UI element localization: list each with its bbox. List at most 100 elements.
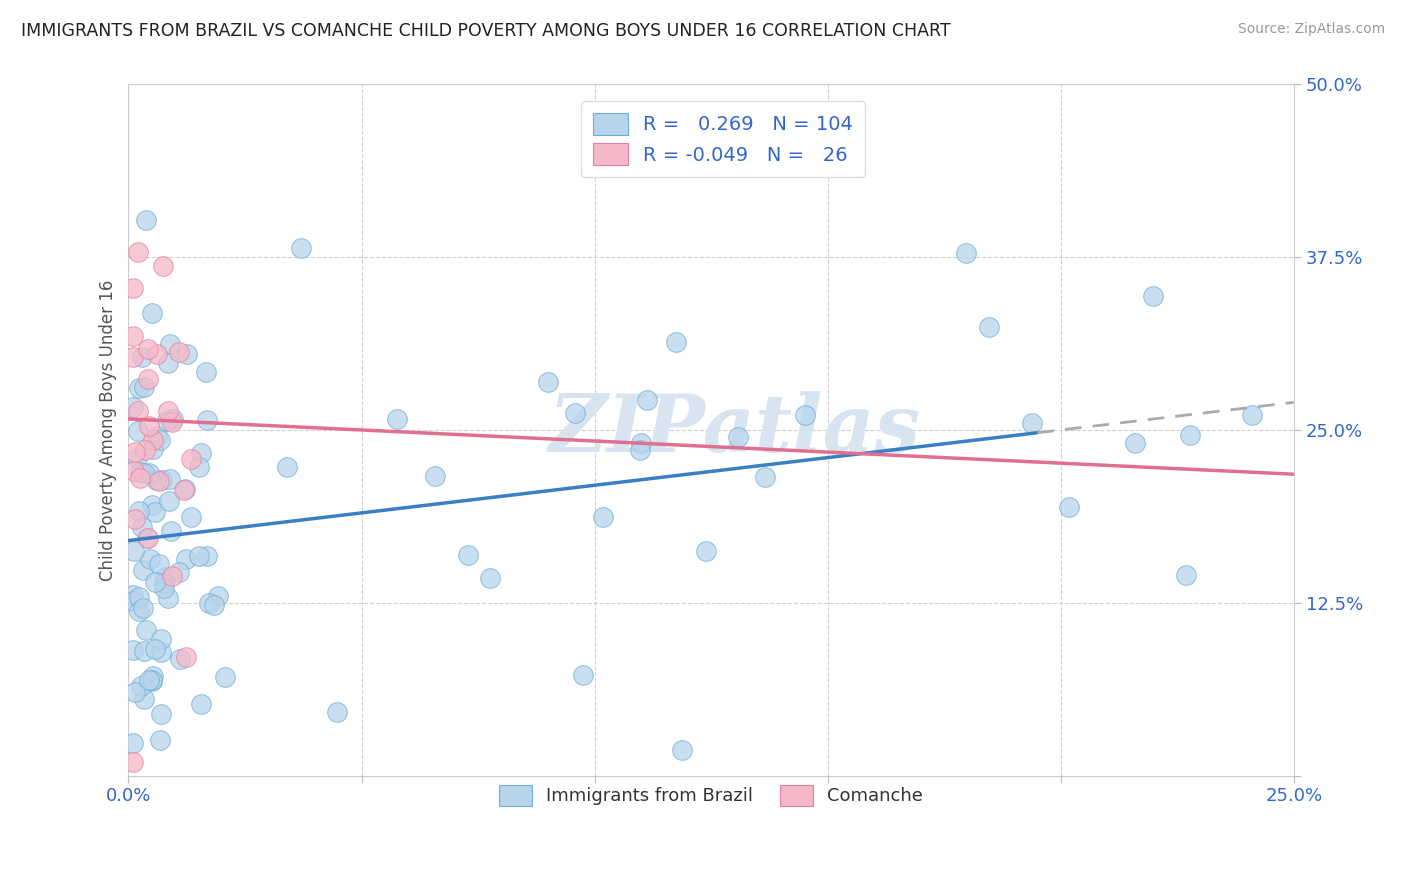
Point <box>754 470 776 484</box>
Point <box>124 511 146 525</box>
Point <box>146 347 169 361</box>
Point <box>190 446 212 460</box>
Point <box>122 464 145 478</box>
Point <box>195 412 218 426</box>
Point <box>1142 289 1164 303</box>
Point <box>695 543 717 558</box>
Point <box>134 644 156 658</box>
Point <box>326 705 349 719</box>
Point <box>122 755 145 769</box>
Point <box>141 499 163 513</box>
Point <box>127 424 149 438</box>
Point <box>122 643 145 657</box>
Point <box>124 685 146 699</box>
Point <box>190 697 212 711</box>
Point <box>176 347 198 361</box>
Point <box>180 510 202 524</box>
Point <box>132 380 155 394</box>
Point <box>143 641 166 656</box>
Point <box>157 493 180 508</box>
Point <box>194 365 217 379</box>
Y-axis label: Child Poverty Among Boys Under 16: Child Poverty Among Boys Under 16 <box>100 279 117 581</box>
Point <box>628 442 651 457</box>
Point <box>138 466 160 480</box>
Point <box>128 465 150 479</box>
Point <box>127 245 149 260</box>
Point <box>153 570 176 584</box>
Point <box>131 351 153 365</box>
Point <box>977 319 1000 334</box>
Point <box>195 549 218 564</box>
Point <box>665 334 688 349</box>
Point <box>136 342 159 356</box>
Point <box>157 356 180 370</box>
Point <box>149 632 172 647</box>
Point <box>1057 500 1080 515</box>
Point <box>128 590 150 604</box>
Point <box>148 474 170 488</box>
Legend: Immigrants from Brazil, Comanche: Immigrants from Brazil, Comanche <box>491 776 932 815</box>
Point <box>537 375 560 389</box>
Point <box>145 473 167 487</box>
Point <box>276 460 298 475</box>
Point <box>124 445 146 459</box>
Point <box>169 345 191 359</box>
Point <box>636 392 658 407</box>
Point <box>138 418 160 433</box>
Point <box>387 412 409 426</box>
Point <box>160 524 183 539</box>
Point <box>198 596 221 610</box>
Point <box>141 673 163 687</box>
Point <box>159 472 181 486</box>
Point <box>202 598 225 612</box>
Point <box>174 650 197 665</box>
Point <box>127 403 149 417</box>
Point <box>630 436 652 450</box>
Point <box>159 337 181 351</box>
Point <box>122 351 145 365</box>
Point <box>592 510 614 524</box>
Point <box>128 504 150 518</box>
Point <box>479 571 502 585</box>
Point <box>132 563 155 577</box>
Point <box>207 590 229 604</box>
Point <box>138 673 160 687</box>
Point <box>122 281 145 295</box>
Point <box>160 415 183 429</box>
Point <box>136 531 159 545</box>
Point <box>141 673 163 688</box>
Point <box>131 600 153 615</box>
Text: Source: ZipAtlas.com: Source: ZipAtlas.com <box>1237 22 1385 37</box>
Point <box>149 645 172 659</box>
Point <box>128 381 150 395</box>
Point <box>153 575 176 590</box>
Text: ZIPatlas: ZIPatlas <box>548 392 921 468</box>
Point <box>290 242 312 256</box>
Point <box>152 473 174 487</box>
Point <box>132 692 155 706</box>
Point <box>156 404 179 418</box>
Point <box>141 306 163 320</box>
Point <box>122 736 145 750</box>
Point <box>149 434 172 448</box>
Point <box>156 414 179 428</box>
Point <box>793 409 815 423</box>
Point <box>143 505 166 519</box>
Point <box>180 451 202 466</box>
Point <box>129 679 152 693</box>
Point <box>122 329 145 343</box>
Point <box>131 520 153 534</box>
Point <box>188 549 211 563</box>
Point <box>135 623 157 637</box>
Point <box>136 531 159 545</box>
Point <box>122 588 145 602</box>
Point <box>157 591 180 606</box>
Point <box>132 466 155 480</box>
Point <box>128 471 150 485</box>
Point <box>423 469 446 483</box>
Point <box>148 558 170 572</box>
Point <box>457 549 479 563</box>
Point <box>572 667 595 681</box>
Point <box>122 594 145 608</box>
Point <box>139 552 162 566</box>
